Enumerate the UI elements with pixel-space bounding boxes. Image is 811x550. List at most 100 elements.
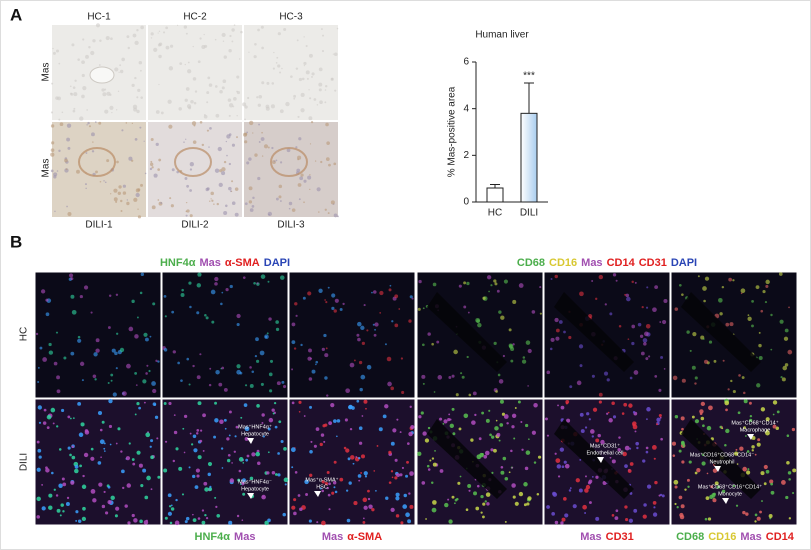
texture-dot	[243, 132, 248, 137]
cell-signal	[196, 375, 201, 380]
cell-signal	[592, 407, 598, 412]
cell-annotation: Neutrophil	[709, 459, 734, 465]
cell-signal	[391, 320, 394, 323]
cell-signal	[759, 510, 762, 514]
cell-signal	[751, 435, 756, 440]
texture-dot	[218, 182, 223, 187]
cell-signal	[518, 283, 524, 288]
texture-dot	[321, 49, 325, 53]
cell-signal	[653, 506, 656, 509]
cell-signal	[580, 429, 585, 434]
cell-signal	[333, 419, 337, 423]
cell-signal	[651, 445, 657, 450]
texture-dot	[293, 94, 297, 98]
cell-signal	[679, 514, 685, 520]
texture-dot	[188, 106, 192, 110]
cell-signal	[145, 372, 148, 375]
cell-signal	[405, 512, 410, 518]
cell-signal	[604, 303, 607, 306]
cell-signal	[700, 401, 706, 407]
cell-signal	[678, 495, 683, 500]
cell-signal	[708, 405, 713, 411]
cell-signal	[555, 328, 560, 333]
cell-signal	[324, 376, 328, 380]
label-word: DAPI	[671, 257, 697, 269]
cell-signal	[261, 413, 265, 417]
cell-signal	[584, 426, 588, 429]
cell-signal	[466, 281, 470, 286]
cell-signal	[242, 492, 246, 496]
cell-signal	[101, 420, 105, 424]
cell-annotation: Monocyte	[718, 491, 742, 497]
cell-signal	[527, 348, 532, 354]
cell-signal	[503, 279, 508, 284]
cell-signal	[50, 407, 56, 413]
cell-signal	[691, 365, 696, 370]
texture-dot	[270, 104, 275, 109]
cell-signal	[48, 493, 53, 498]
texture-dot	[272, 67, 275, 70]
cell-signal	[784, 363, 789, 367]
texture-dot	[162, 31, 166, 34]
cell-signal	[319, 442, 323, 447]
cell-signal	[646, 286, 649, 289]
texture-dot	[205, 187, 209, 192]
fluorescence-image	[416, 398, 544, 526]
texture-dot	[248, 51, 250, 53]
cell-signal	[140, 272, 145, 277]
cell-signal	[378, 427, 383, 432]
cell-signal	[525, 423, 529, 428]
cell-signal	[62, 482, 67, 487]
texture-dot	[318, 88, 322, 92]
cell-signal	[658, 414, 662, 418]
cell-signal	[527, 385, 529, 387]
texture-dot	[309, 143, 312, 145]
cell-signal	[379, 312, 382, 314]
cell-signal	[167, 511, 172, 516]
cell-signal	[255, 337, 259, 342]
image-background	[148, 25, 242, 120]
cell-signal	[68, 273, 74, 278]
cell-signal	[686, 478, 690, 482]
texture-dot	[86, 109, 88, 111]
texture-dot	[51, 141, 55, 145]
cell-signal	[511, 425, 515, 429]
cell-signal	[358, 479, 361, 482]
cell-signal	[671, 441, 677, 446]
texture-dot	[85, 54, 89, 59]
cell-signal	[496, 432, 501, 437]
texture-dot	[50, 152, 55, 157]
cell-signal	[696, 468, 701, 473]
cell-signal	[221, 291, 224, 294]
cell-signal	[149, 445, 152, 448]
cell-signal	[760, 407, 766, 412]
cell-signal	[79, 294, 83, 299]
cell-signal	[255, 451, 260, 457]
texture-dot	[320, 160, 323, 164]
cell-signal	[200, 429, 203, 432]
cell-signal	[550, 277, 553, 281]
panel-label: A	[10, 5, 22, 24]
cell-signal	[744, 435, 747, 437]
cell-signal	[196, 428, 200, 432]
cell-signal	[372, 323, 375, 326]
cell-signal	[324, 299, 326, 301]
cell-signal	[495, 419, 498, 422]
texture-dot	[94, 121, 97, 123]
cell-signal	[291, 505, 296, 510]
cell-signal	[484, 450, 490, 456]
cell-signal	[699, 409, 704, 414]
cell-signal	[236, 364, 241, 369]
cell-signal	[781, 480, 786, 485]
texture-dot	[69, 85, 72, 88]
cell-signal	[92, 498, 97, 503]
cell-signal	[175, 498, 178, 502]
cell-signal	[776, 410, 780, 414]
cell-signal	[409, 471, 414, 476]
cell-signal	[98, 482, 103, 487]
cell-signal	[460, 372, 463, 375]
texture-dot	[303, 36, 305, 38]
cell-signal	[703, 359, 709, 364]
cell-signal	[203, 481, 208, 486]
histology-image	[148, 24, 243, 120]
